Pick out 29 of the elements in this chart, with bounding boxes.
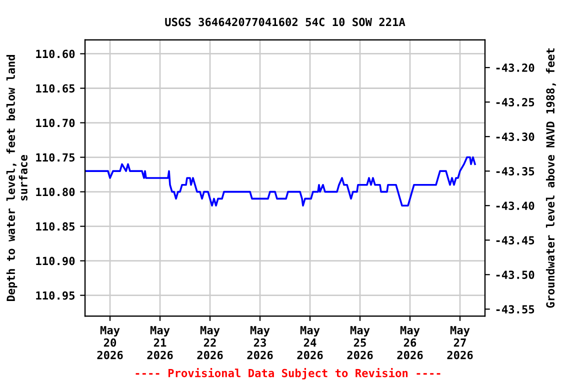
y-tick-label: 110.65: [36, 84, 75, 93]
x-tick-label: May 21 2026: [147, 326, 173, 360]
x-tick-label: May 23 2026: [247, 326, 273, 360]
x-tick-label: May 20 2026: [97, 326, 123, 360]
y2-tick-label: -43.35: [496, 167, 534, 176]
y-tick-label: 110.60: [36, 50, 75, 58]
chart-title: USGS 364642077041602 54C 10 SOW 221A: [165, 18, 406, 26]
y-tick-label: 110.70: [36, 118, 75, 128]
y2-tick-label: -43.50: [496, 270, 534, 279]
y-axis-title: Depth to water level, feet below land surface: [6, 55, 28, 301]
y2-tick-label: -43.55: [496, 305, 534, 314]
y-tick-label: 110.90: [36, 256, 75, 266]
y2-tick-label: -43.40: [496, 202, 534, 210]
x-tick-label: May 22 2026: [197, 326, 223, 360]
y-tick-label: 110.95: [36, 291, 75, 300]
y-tick-label: 110.85: [36, 222, 75, 231]
x-tick-label: May 26 2026: [397, 326, 423, 360]
y-tick-label: 110.80: [36, 188, 75, 196]
y2-tick-label: -43.45: [496, 236, 534, 244]
text: ---- Provisional Data Subject to Revision ----: [136, 368, 440, 380]
x-tick-label: May 27 2026: [447, 326, 473, 360]
line-series: [85, 156, 476, 206]
y2-tick-label: -43.25: [496, 98, 534, 106]
y2-axis-title: Groundwater level above NAVD 1988, feet: [546, 48, 556, 308]
y-tick-label: 110.75: [36, 153, 75, 162]
x-tick-label: May 24 2026: [297, 326, 323, 360]
y2-tick-label: -43.20: [496, 64, 534, 72]
y2-tick-label: -43.30: [496, 132, 534, 141]
x-tick-label: May 25 2026: [347, 326, 373, 360]
